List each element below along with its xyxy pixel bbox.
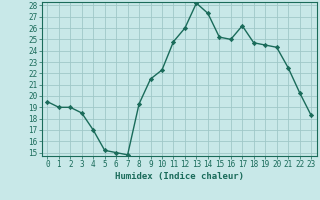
X-axis label: Humidex (Indice chaleur): Humidex (Indice chaleur) bbox=[115, 172, 244, 181]
